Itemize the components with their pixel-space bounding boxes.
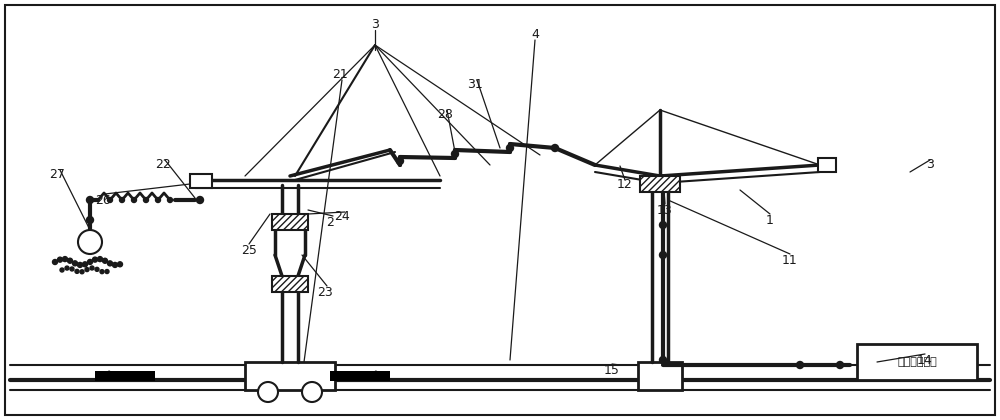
Circle shape — [100, 270, 104, 274]
Bar — [818, 158, 836, 172]
Circle shape — [144, 197, 148, 202]
Circle shape — [552, 144, 558, 152]
Text: 11: 11 — [782, 254, 798, 267]
Text: 4: 4 — [531, 29, 539, 42]
Bar — [330, 371, 390, 381]
Text: 12: 12 — [617, 178, 633, 192]
Circle shape — [70, 267, 74, 271]
Bar — [190, 174, 212, 188]
Circle shape — [87, 216, 94, 223]
Circle shape — [95, 268, 99, 271]
Circle shape — [75, 269, 79, 273]
Circle shape — [112, 262, 118, 268]
Circle shape — [68, 258, 72, 263]
Circle shape — [196, 197, 204, 204]
Bar — [245, 362, 335, 390]
Text: 21: 21 — [332, 68, 348, 81]
Circle shape — [156, 197, 160, 202]
Text: 28: 28 — [437, 108, 453, 121]
Text: 23: 23 — [317, 286, 333, 299]
Text: 15: 15 — [604, 363, 620, 376]
Circle shape — [60, 268, 64, 272]
Text: 2: 2 — [326, 215, 334, 228]
Circle shape — [302, 382, 322, 402]
Bar — [638, 362, 682, 390]
Circle shape — [132, 197, 136, 202]
Circle shape — [168, 197, 173, 202]
Text: 14: 14 — [917, 354, 933, 367]
Circle shape — [118, 262, 122, 267]
Circle shape — [85, 268, 89, 272]
Text: 22: 22 — [155, 158, 171, 171]
Text: 25: 25 — [241, 244, 257, 257]
Text: 1: 1 — [766, 213, 774, 226]
Bar — [272, 276, 308, 292]
Circle shape — [92, 257, 98, 262]
Text: 27: 27 — [49, 168, 65, 181]
Text: 26: 26 — [95, 194, 111, 207]
Circle shape — [108, 261, 112, 266]
Circle shape — [660, 221, 666, 228]
Circle shape — [90, 266, 94, 270]
Circle shape — [82, 262, 88, 267]
Circle shape — [452, 150, 458, 158]
Circle shape — [62, 257, 68, 262]
Circle shape — [80, 270, 84, 274]
Text: 13: 13 — [657, 204, 673, 216]
Circle shape — [108, 197, 112, 202]
Text: 3: 3 — [926, 158, 934, 171]
Text: 混凝土输送泵: 混凝土输送泵 — [897, 357, 937, 367]
Circle shape — [836, 362, 844, 368]
Circle shape — [796, 362, 804, 368]
Circle shape — [58, 257, 62, 262]
Circle shape — [52, 260, 58, 265]
Circle shape — [72, 261, 78, 266]
Circle shape — [396, 158, 404, 165]
Bar — [272, 214, 308, 230]
Circle shape — [103, 258, 108, 263]
Circle shape — [105, 270, 109, 273]
Bar — [857, 344, 977, 380]
Circle shape — [660, 357, 666, 363]
Circle shape — [87, 197, 94, 204]
Bar — [640, 176, 680, 192]
Circle shape — [98, 257, 103, 262]
Circle shape — [78, 230, 102, 254]
Text: 3: 3 — [371, 18, 379, 32]
Circle shape — [88, 260, 92, 265]
Circle shape — [258, 382, 278, 402]
Circle shape — [660, 252, 666, 258]
Text: 31: 31 — [467, 79, 483, 92]
Bar — [95, 371, 155, 381]
Circle shape — [120, 197, 124, 202]
Circle shape — [507, 144, 514, 152]
Circle shape — [65, 266, 69, 270]
Text: 24: 24 — [334, 210, 350, 223]
Circle shape — [78, 262, 82, 268]
